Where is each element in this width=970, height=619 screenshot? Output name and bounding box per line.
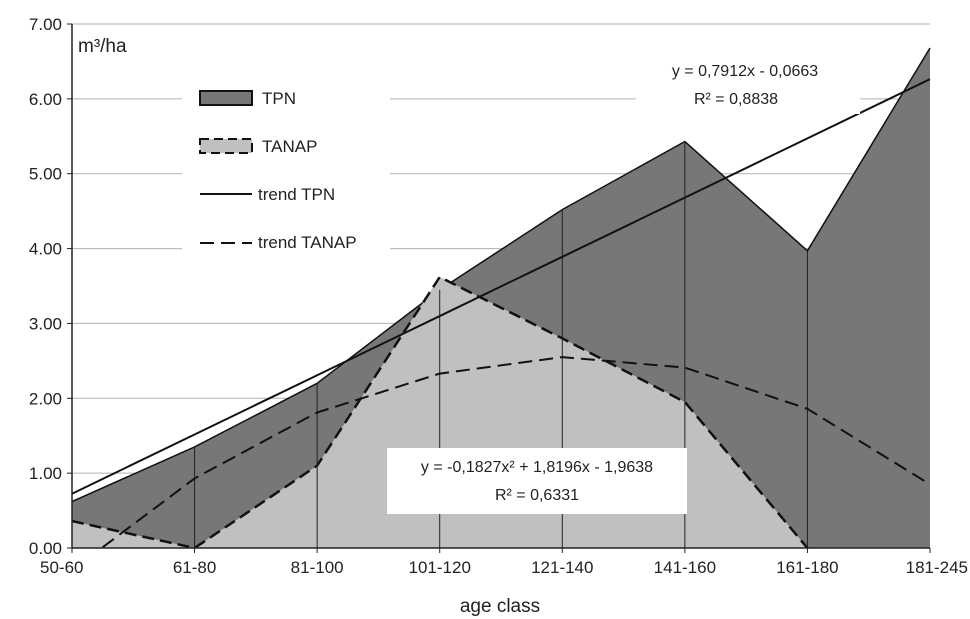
trend-line-tanap [102, 356, 931, 549]
y-axis-title: m³/ha [78, 36, 127, 57]
tpn-r2: R² = 0,8838 [694, 91, 778, 108]
legend: TPN TANAP trend TPN trend TANAP [182, 72, 390, 267]
tpn-equation-background [636, 52, 860, 114]
tanap-equation-box: y = -0,1827x² + 1,8196x - 1,9638 R² = 0,… [387, 448, 687, 514]
x-tick-label-101-120: 101-120 [409, 558, 471, 577]
tanap-equation-background [387, 448, 687, 514]
legend-swatch-tanap [199, 138, 253, 154]
y-tick-label-4.00: 4.00 [29, 240, 62, 259]
x-tick-label-61-80: 61-80 [173, 558, 216, 577]
area-outline-tpn [71, 47, 931, 503]
tpn-equation: y = 0,7912x - 0,0663 [672, 63, 818, 80]
legend-swatch-tpn [199, 90, 253, 106]
y-tick-label-6.00: 6.00 [29, 90, 62, 109]
x-tick-label-181-245: 181-245 [906, 558, 968, 577]
legend-label-tpn: TPN [262, 89, 296, 108]
axes [71, 24, 930, 549]
y-tick-label-2.00: 2.00 [29, 389, 62, 408]
y-tick-label-0.00: 0.00 [29, 539, 62, 558]
x-tick-label-81-100: 81-100 [291, 558, 344, 577]
x-axis-title: age class [460, 596, 540, 617]
x-tick-label-121-140: 121-140 [531, 558, 593, 577]
trend-line-tpn [71, 78, 931, 495]
tanap-r2: R² = 0,6331 [495, 487, 579, 504]
tpn-equation-box: y = 0,7912x - 0,0663 R² = 0,8838 [636, 52, 860, 114]
y-tick-label-5.00: 5.00 [29, 165, 62, 184]
legend-label-tanap: TANAP [262, 137, 317, 156]
area-tpn [72, 47, 930, 548]
x-tick-label-161-180: 161-180 [776, 558, 838, 577]
y-tick-label-1.00: 1.00 [29, 464, 62, 483]
x-tick-label-50-60: 50-60 [40, 558, 83, 577]
legend-label-trend-tanap: trend TANAP [258, 233, 357, 252]
tick-labels: 0.00 1.00 2.00 3.00 4.00 5.00 6.00 7.00 50-60 61-… [29, 15, 968, 577]
tanap-equation: y = -0,1827x² + 1,8196x - 1,9638 [421, 459, 653, 476]
y-tick-label-3.00: 3.00 [29, 314, 62, 333]
legend-label-trend-tpn: trend TPN [258, 185, 335, 204]
trend-lines [71, 78, 931, 549]
y-tick-label-7.00: 7.00 [29, 15, 62, 34]
x-tick-label-141-160: 141-160 [654, 558, 716, 577]
